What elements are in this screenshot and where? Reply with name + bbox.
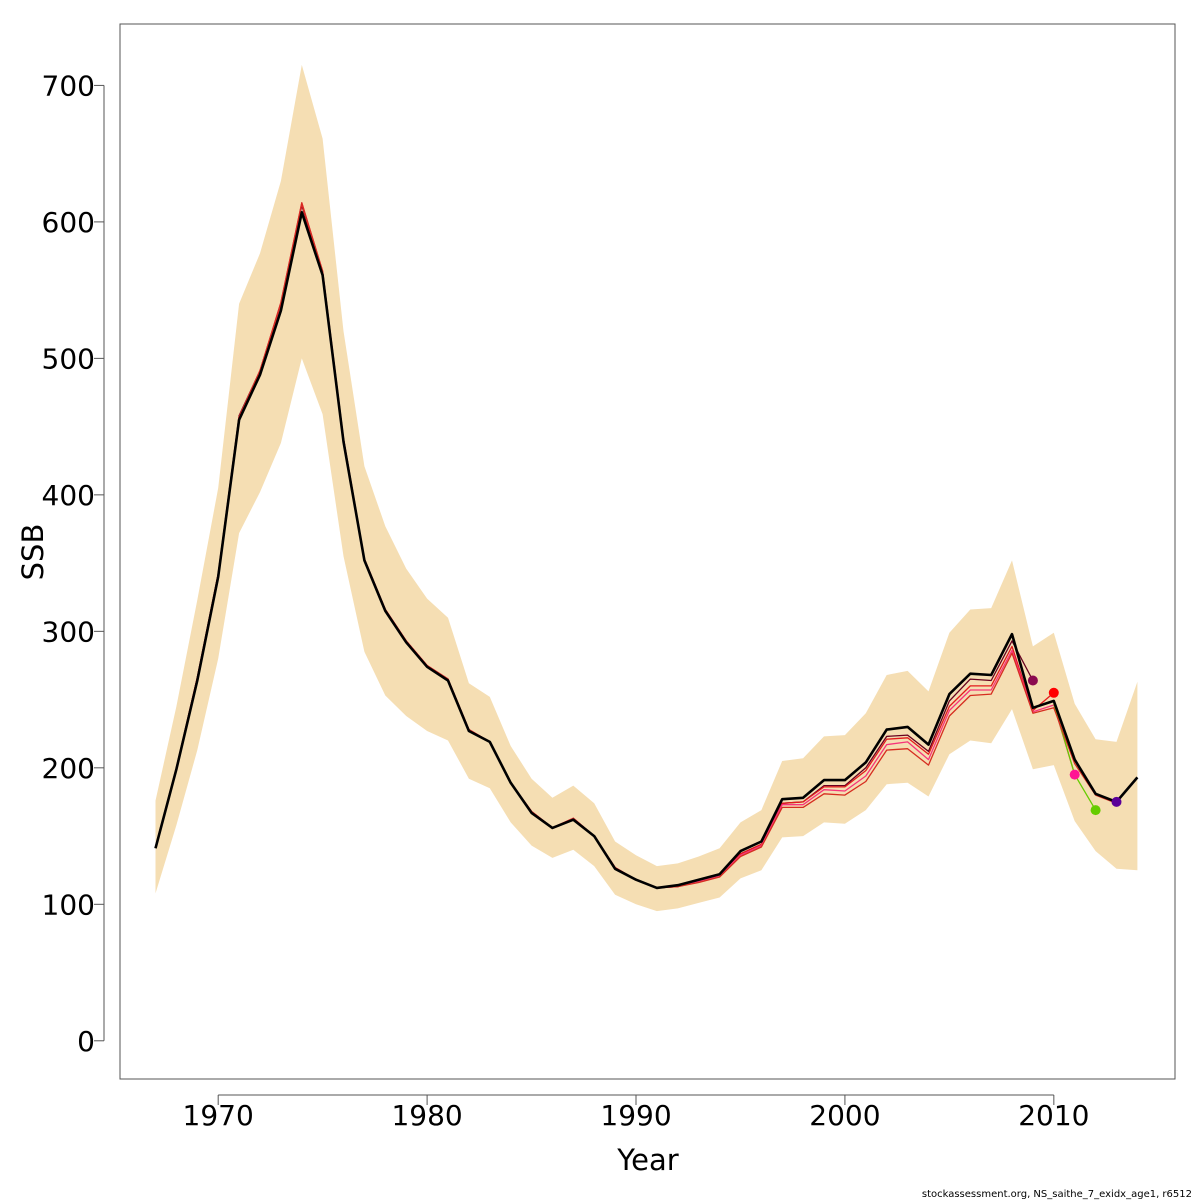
confidence-band-area bbox=[155, 64, 1138, 912]
plot-frame bbox=[119, 23, 1176, 1080]
credit-text: stockassessment.org, NS_saithe_7_exidx_a… bbox=[922, 1189, 1192, 1200]
y-axis-title: SSB bbox=[16, 524, 50, 581]
y-tick-label: 300 bbox=[42, 615, 95, 648]
x-tick-label: 1970 bbox=[183, 1099, 254, 1132]
confidence-band bbox=[155, 64, 1138, 912]
x-tick-label: 2000 bbox=[809, 1099, 880, 1132]
endpoint-point-3 bbox=[1090, 805, 1101, 816]
y-tick-label: 0 bbox=[77, 1025, 95, 1058]
endpoint-point-1 bbox=[1048, 687, 1059, 698]
plot-area bbox=[119, 23, 1176, 1080]
endpoint-markers bbox=[1027, 675, 1122, 816]
y-tick-label: 700 bbox=[42, 69, 95, 102]
y-tick-label: 100 bbox=[42, 888, 95, 921]
endpoint-point-4 bbox=[1111, 796, 1122, 807]
x-axis-title: Year bbox=[616, 1143, 678, 1177]
x-tick-label: 1980 bbox=[391, 1099, 462, 1132]
series-lines bbox=[154, 202, 1139, 890]
y-tick-label: 200 bbox=[42, 752, 95, 785]
y-tick-label: 400 bbox=[42, 479, 95, 512]
y-axis: 0 100 200 300 400 500 600 700 bbox=[42, 69, 105, 1058]
y-tick-label: 500 bbox=[42, 342, 95, 375]
y-tick-label: 600 bbox=[42, 206, 95, 239]
series-line-main bbox=[154, 211, 1139, 890]
x-tick-label: 2010 bbox=[1018, 1099, 1089, 1132]
endpoint-point-2 bbox=[1069, 769, 1080, 780]
endpoint-point-0 bbox=[1027, 675, 1038, 686]
x-tick-label: 1990 bbox=[600, 1099, 671, 1132]
x-axis: 1970 1980 1990 2000 2010 bbox=[183, 1094, 1089, 1132]
